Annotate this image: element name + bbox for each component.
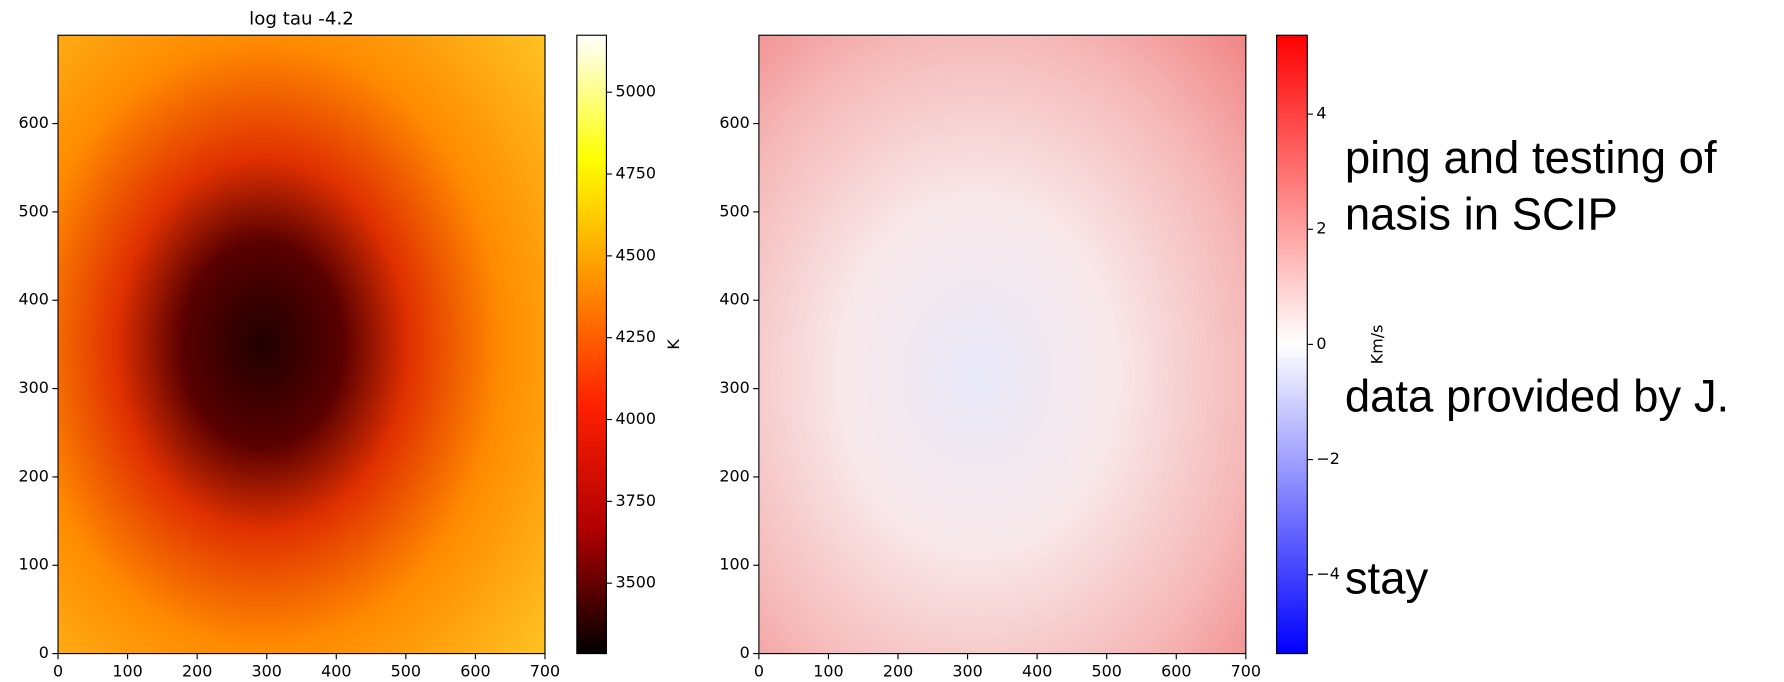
x-tick-label: 200 [883,661,913,680]
slide-text: nasis in SCIP [1345,189,1618,240]
colorbar-tick-label: 0 [1316,334,1326,353]
colorbar-tick-label: 4500 [616,245,657,264]
colorbar-tick-label: 5000 [616,82,657,101]
y-tick-label: 500 [19,201,49,220]
colorbar-label: K [664,339,683,350]
y-tick-label: 300 [19,378,49,397]
x-tick-label: 500 [391,661,421,680]
colorbar-tick-label: 2 [1316,219,1326,238]
x-tick-label: 0 [53,661,63,680]
x-tick-label: 400 [1022,661,1052,680]
slide-text: stay [1345,552,1429,603]
plot-frame [57,34,546,655]
colorbar [576,34,607,655]
x-tick-label: 700 [1231,661,1261,680]
y-tick-label: 400 [719,290,749,309]
y-tick-label: 100 [19,555,49,574]
slide-text: ping and testing of [1345,132,1717,183]
colorbar-tick-label: 3500 [616,573,657,592]
y-tick-label: 400 [19,290,49,309]
colorbar [1275,34,1308,655]
y-tick-label: 600 [19,113,49,132]
x-tick-label: 100 [112,661,142,680]
x-tick-label: 200 [182,661,212,680]
x-tick-label: 300 [252,661,282,680]
y-tick-label: 0 [740,643,750,662]
y-tick-label: 0 [39,643,49,662]
colorbar-label: Km/s [1367,325,1386,365]
x-tick-label: 600 [460,661,490,680]
x-tick-label: 0 [754,661,764,680]
y-tick-label: 300 [719,378,749,397]
chart-title: log tau -4.2 [249,8,354,29]
x-tick-label: 300 [952,661,982,680]
plot-frame [758,34,1247,655]
x-tick-label: 700 [530,661,560,680]
colorbar-tick-label: 4 [1316,104,1326,123]
colorbar-tick-label: −4 [1316,564,1339,583]
colorbar-tick-label: 4250 [616,327,657,346]
x-tick-label: 600 [1161,661,1191,680]
heatmap-image [58,35,545,654]
y-tick-label: 100 [719,555,749,574]
y-tick-label: 600 [719,113,749,132]
colorbar-tick-label: −2 [1316,449,1339,468]
colorbar-tick-label: 4750 [616,164,657,183]
y-tick-label: 200 [719,466,749,485]
slide-text: data provided by J. [1345,370,1729,421]
y-tick-label: 500 [719,201,749,220]
x-tick-label: 400 [321,661,351,680]
x-tick-label: 100 [813,661,843,680]
colorbar-tick-label: 4000 [616,409,657,428]
colorbar-tick-label: 3750 [616,491,657,510]
y-tick-label: 200 [19,466,49,485]
heatmap-image [758,35,1246,654]
x-tick-label: 500 [1092,661,1122,680]
